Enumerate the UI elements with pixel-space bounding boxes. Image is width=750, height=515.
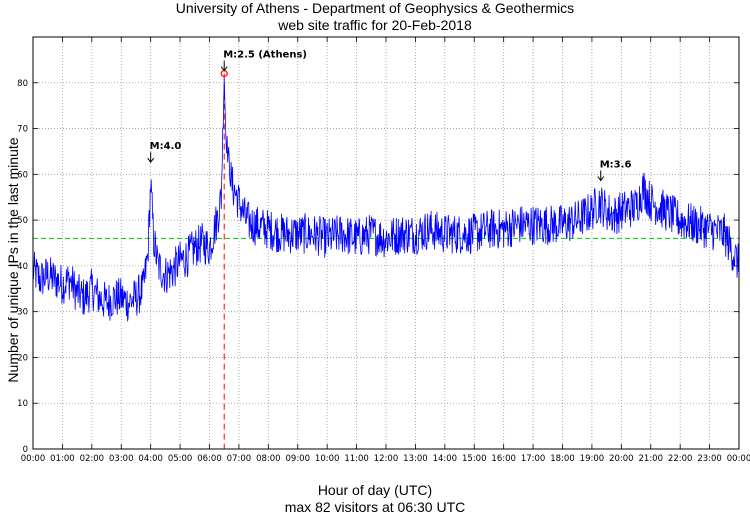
y-tick-label: 80 xyxy=(17,79,28,89)
y-tick-label: 10 xyxy=(17,399,28,409)
x-tick-label: 10:00 xyxy=(315,454,340,464)
annotation-label: M:4.0 xyxy=(150,141,182,152)
x-tick-label: 23:00 xyxy=(697,454,722,464)
y-tick-label: 70 xyxy=(17,125,28,135)
x-tick-label: 17:00 xyxy=(521,454,546,464)
x-tick-label: 04:00 xyxy=(138,454,163,464)
x-tick-label: 15:00 xyxy=(462,454,487,464)
x-tick-label: 08:00 xyxy=(256,454,281,464)
x-tick-label: 00:00 xyxy=(21,454,46,464)
x-tick-label: 22:00 xyxy=(668,454,693,464)
series-line xyxy=(32,78,740,322)
x-tick-label: 00:00 xyxy=(727,454,750,464)
annotation-label: M:3.6 xyxy=(600,159,632,170)
chart-title: University of Athens - Department of Geo… xyxy=(175,0,575,16)
y-tick-label: 40 xyxy=(17,262,28,272)
traffic-series xyxy=(32,78,740,322)
y-tick-label: 60 xyxy=(17,170,28,180)
x-tick-label: 20:00 xyxy=(609,454,634,464)
y-tick-label: 30 xyxy=(17,308,28,318)
x-tick-label: 11:00 xyxy=(344,454,369,464)
annotation-arrowhead xyxy=(597,176,605,182)
x-tick-label: 02:00 xyxy=(80,454,105,464)
chart-subtitle: web site traffic for 20-Feb-2018 xyxy=(278,17,472,33)
x-tick-label: 07:00 xyxy=(227,454,252,464)
axis-ticks: 00:00 01:00 02:00 03:00 04:00 05:00 06:00 07:00… xyxy=(17,37,750,464)
x-axis-label: Hour of day (UTC) xyxy=(317,482,433,498)
annotations: M:4.0 M:2.5 (Athens) M:3.6 xyxy=(147,50,632,182)
x-tick-label: 06:00 xyxy=(197,454,222,464)
x-tick-label: 13:00 xyxy=(403,454,428,464)
x-tick-label: 14:00 xyxy=(433,454,458,464)
y-tick-label: 50 xyxy=(17,216,28,226)
x-tick-label: 18:00 xyxy=(550,454,575,464)
annotation-label: M:2.5 (Athens) xyxy=(223,50,307,61)
annotation-arrowhead xyxy=(147,157,155,164)
x-tick-label: 09:00 xyxy=(286,454,311,464)
x-tick-label: 16:00 xyxy=(491,454,516,464)
x-tick-label: 05:00 xyxy=(168,454,193,464)
chart-footer: max 82 visitors at 06:30 UTC xyxy=(284,499,466,515)
x-tick-label: 01:00 xyxy=(50,454,75,464)
y-tick-label: 0 xyxy=(23,445,28,455)
x-tick-label: 19:00 xyxy=(580,454,605,464)
x-tick-label: 03:00 xyxy=(109,454,134,464)
y-tick-label: 20 xyxy=(17,353,28,363)
x-tick-label: 21:00 xyxy=(639,454,664,464)
annotation-arrowhead xyxy=(220,66,228,72)
x-tick-label: 12:00 xyxy=(374,454,399,464)
